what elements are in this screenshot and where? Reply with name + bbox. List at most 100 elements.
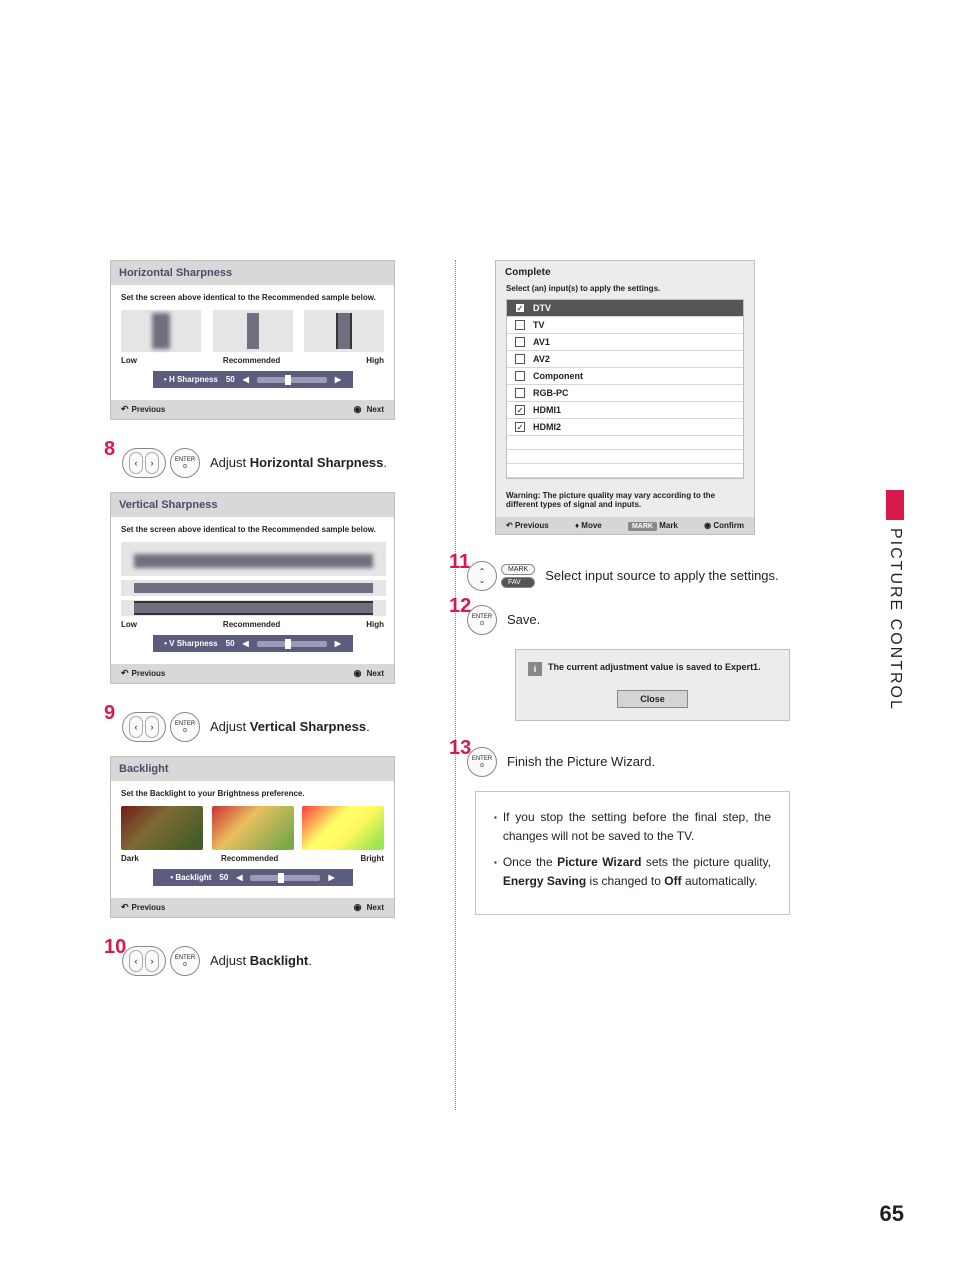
input-row[interactable]: ✓ HDMI2 (507, 419, 743, 436)
section-tab: PICTURE CONTROL (886, 490, 904, 711)
step-number: 11 (449, 551, 470, 574)
input-label: Component (533, 371, 583, 381)
panel-title: Horizontal Sharpness (111, 261, 394, 285)
right-arrow-icon[interactable]: ▶ (335, 639, 341, 648)
sample-row (121, 806, 384, 850)
panel-title: Vertical Sharpness (111, 493, 394, 517)
sample-recommended (213, 310, 293, 352)
panel-backlight: Backlight Set the Backlight to your Brig… (110, 756, 395, 918)
checkbox-icon[interactable] (515, 320, 525, 330)
label-low: Low (121, 620, 137, 629)
step-number: 13 (449, 737, 471, 760)
section-title: PICTURE CONTROL (886, 528, 904, 711)
sample-high (121, 600, 386, 616)
input-row[interactable]: AV2 (507, 351, 743, 368)
next-hint: ◉ Next (354, 668, 384, 679)
panel-title: Complete (496, 261, 754, 284)
step-text: Adjust Backlight. (210, 952, 312, 970)
right-arrow-icon[interactable]: ▶ (335, 375, 341, 384)
step-text: Select input source to apply the setting… (545, 567, 778, 585)
next-hint: ◉ Next (354, 404, 384, 415)
sample-low (121, 310, 201, 352)
input-row[interactable]: Component (507, 368, 743, 385)
checkbox-icon[interactable] (515, 388, 525, 398)
panel-v-sharpness: Vertical Sharpness Set the screen above … (110, 492, 395, 684)
slider-track[interactable] (250, 875, 320, 881)
step-number: 12 (449, 595, 471, 618)
accent-bar (886, 490, 904, 520)
left-arrow-icon[interactable]: ◀ (243, 639, 249, 648)
next-hint: ◉ Next (354, 902, 384, 913)
panel-complete: Complete Select (an) input(s) to apply t… (495, 260, 755, 535)
h-sharpness-slider[interactable]: • H Sharpness 50 ◀ ▶ (153, 371, 353, 388)
step-11: 11 ⌃⌄ MARK FAV Select input source to ap… (455, 561, 790, 591)
input-row[interactable]: ✓ DTV (507, 300, 743, 317)
sample-recommended (212, 806, 294, 850)
label-low: Low (121, 356, 137, 365)
step-9: 9 ‹› ENTER⊙ Adjust Vertical Sharpness. (110, 712, 395, 742)
remote-icon: ENTER⊙ (467, 605, 497, 635)
right-arrow-icon[interactable]: ▶ (328, 873, 334, 882)
sample-row (121, 310, 384, 352)
checkbox-icon[interactable]: ✓ (515, 303, 525, 313)
checkbox-icon[interactable] (515, 354, 525, 364)
backlight-slider[interactable]: • Backlight 50 ◀ ▶ (153, 869, 353, 886)
left-column: Horizontal Sharpness Set the screen abov… (110, 260, 395, 990)
note-item: If you stop the setting before the final… (494, 808, 771, 845)
panel-instruction: Set the screen above identical to the Re… (121, 525, 384, 534)
step-number: 10 (104, 936, 126, 959)
save-dialog: i The current adjustment value is saved t… (515, 649, 790, 721)
move-hint: ♦ Move (575, 521, 602, 530)
previous-hint: ↶Previous (121, 902, 165, 913)
fav-button-icon: FAV (501, 577, 535, 588)
save-message: The current adjustment value is saved to… (548, 662, 761, 672)
input-label: RGB-PC (533, 388, 569, 398)
label-dark: Dark (121, 854, 139, 863)
notes-box: If you stop the setting before the final… (475, 791, 790, 915)
page-number: 65 (880, 1201, 904, 1227)
input-label: DTV (533, 303, 551, 313)
panel-instruction: Set the screen above identical to the Re… (121, 293, 384, 302)
remote-icon: ⌃⌄ MARK FAV (467, 561, 535, 591)
close-button[interactable]: Close (617, 690, 688, 708)
checkbox-icon[interactable]: ✓ (515, 405, 525, 415)
slider-track[interactable] (257, 641, 327, 647)
left-arrow-icon[interactable]: ◀ (243, 375, 249, 384)
panel-h-sharpness: Horizontal Sharpness Set the screen abov… (110, 260, 395, 420)
slider-track[interactable] (257, 377, 327, 383)
note-item: Once the Picture Wizard sets the picture… (494, 853, 771, 890)
remote-icon: ‹› ENTER⊙ (122, 946, 200, 976)
warning-text: Warning: The picture quality may vary ac… (496, 487, 754, 517)
checkbox-icon[interactable] (515, 371, 525, 381)
input-row[interactable]: RGB-PC (507, 385, 743, 402)
remote-icon: ENTER⊙ (467, 747, 497, 777)
step-text: Save. (507, 611, 540, 629)
info-icon: i (528, 662, 542, 676)
right-column: Complete Select (an) input(s) to apply t… (455, 260, 790, 990)
input-row[interactable]: ✓ HDMI1 (507, 402, 743, 419)
input-label: HDMI1 (533, 405, 561, 415)
v-sharpness-slider[interactable]: • V Sharpness 50 ◀ ▶ (153, 635, 353, 652)
sample-high (304, 310, 384, 352)
label-bright: Bright (360, 854, 384, 863)
input-label: AV2 (533, 354, 550, 364)
step-number: 8 (104, 438, 115, 461)
label-recommended: Recommended (221, 854, 278, 863)
previous-hint: ↶Previous (121, 668, 165, 679)
checkbox-icon[interactable] (515, 337, 525, 347)
left-arrow-icon[interactable]: ◀ (236, 873, 242, 882)
sample-low (121, 542, 386, 576)
input-label: HDMI2 (533, 422, 561, 432)
mark-button-icon: MARK (501, 564, 535, 575)
input-row[interactable]: TV (507, 317, 743, 334)
input-label: TV (533, 320, 545, 330)
label-high: High (366, 356, 384, 365)
checkbox-icon[interactable]: ✓ (515, 422, 525, 432)
step-text: Adjust Vertical Sharpness. (210, 718, 370, 736)
step-12: 12 ENTER⊙ Save. (455, 605, 790, 635)
step-10: 10 ‹› ENTER⊙ Adjust Backlight. (110, 946, 395, 976)
step-text: Finish the Picture Wizard. (507, 753, 655, 771)
input-row[interactable]: AV1 (507, 334, 743, 351)
input-label: AV1 (533, 337, 550, 347)
panel-title: Backlight (111, 757, 394, 781)
